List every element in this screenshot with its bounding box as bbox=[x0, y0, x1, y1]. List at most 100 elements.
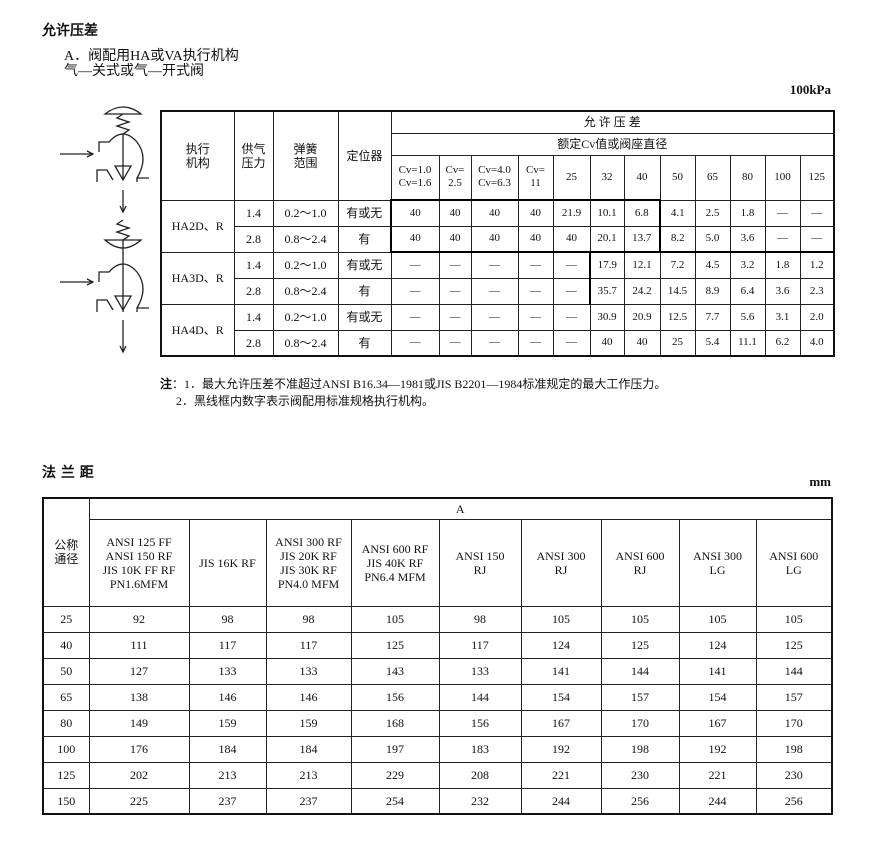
pressure-value: 14.5 bbox=[659, 277, 696, 305]
pressure-value: 20.1 bbox=[589, 225, 625, 253]
pressure-value: 5.6 bbox=[729, 303, 766, 331]
pressure-value: 5.0 bbox=[694, 225, 731, 253]
flange-distance-value: 138 bbox=[88, 683, 190, 711]
header-spring-range: 弹簧 范围 bbox=[272, 110, 339, 201]
table-row: 2.8 0.8～2.4 有 40 40 40 40 40 20.1 13.7 8.2 5.0 3.6— — bbox=[161, 225, 835, 253]
flange-distance-value: 256 bbox=[600, 787, 680, 815]
nominal-size: 40 bbox=[42, 631, 90, 659]
header-flange-standard: JIS 16K RF bbox=[188, 518, 267, 607]
pressure-value: — bbox=[390, 251, 440, 279]
pressure-value: — bbox=[517, 277, 554, 305]
flange-distance-value: 117 bbox=[188, 631, 267, 659]
notes: 注：1．最大允许压差不准超过ANSI B16.34—1981或JIS B2201… bbox=[160, 377, 667, 408]
pressure-value: 10.1 bbox=[589, 199, 625, 227]
notes-label: 注 bbox=[160, 377, 173, 391]
flange-distance-value: 225 bbox=[88, 787, 190, 815]
table-row: 100 176 184 184 197 183 192 198 192 198 bbox=[42, 735, 833, 763]
flange-distance-value: 125 bbox=[755, 631, 833, 659]
flange-distance-value: 144 bbox=[438, 683, 522, 711]
pressure-value: 30.9 bbox=[589, 303, 625, 331]
nominal-size: 65 bbox=[42, 683, 90, 711]
header-cv-column: 40 bbox=[623, 154, 661, 201]
header-actuator: 执行 机构 bbox=[160, 110, 235, 201]
table-row: 执行 机构 供气 压力 弹簧 范围 定位器允 许 压 差 bbox=[160, 110, 835, 201]
air-to-open-valve-icon bbox=[60, 219, 149, 354]
header-cv-column: 100 bbox=[764, 154, 801, 201]
flange-distance-value: 146 bbox=[188, 683, 267, 711]
flange-distance-value: 117 bbox=[438, 631, 522, 659]
flange-distance-value: 157 bbox=[755, 683, 833, 711]
header-flange-standard: ANSI 600 RF JIS 40K RF PN6.4 MFM bbox=[350, 518, 440, 607]
supply-pressure: 1.4 bbox=[233, 251, 274, 279]
flange-distance-value: 133 bbox=[265, 657, 352, 685]
pressure-value: 40 bbox=[552, 225, 591, 253]
pressure-value: 40 bbox=[517, 225, 554, 253]
supply-pressure: 2.8 bbox=[233, 277, 274, 305]
table-row: 50 127 133 133 143 133 141 144 141 144 bbox=[42, 657, 833, 685]
table-row: 125 202 213 213 229 208 221 230 221 230 bbox=[42, 761, 833, 789]
table-row: 65 138 146 146 156 144 154 157 154 157 bbox=[42, 683, 833, 711]
actuator-model: HA3D、R bbox=[160, 251, 235, 305]
flange-distance-value: 98 bbox=[265, 605, 352, 633]
table-row: Cv=1.0 Cv=1.6 Cv= 2.5 Cv=4.0 Cv=6.3 Cv= 11 2… bbox=[161, 154, 835, 201]
flange-distance-value: 244 bbox=[520, 787, 602, 815]
pressure-value: 21.9 bbox=[552, 199, 591, 227]
pressure-value: 3.6 bbox=[729, 225, 766, 253]
pressure-value: 2.3 bbox=[799, 277, 835, 305]
pressure-value: — bbox=[470, 277, 519, 305]
spring-range: 0.8～2.4 bbox=[272, 277, 339, 305]
flange-distance-value: 98 bbox=[188, 605, 267, 633]
table-row: 2.8 0.8～2.4 有 — — — — —35.7 24.2 14.5 8.9 6.4 3.6 2.3 bbox=[161, 277, 835, 305]
pressure-value: 40 bbox=[438, 199, 472, 227]
table-row: 2.8 0.8～2.4 有 — — — — —40 40 25 5.4 11.1 6.2 4.0 bbox=[161, 329, 835, 357]
flange-distance-value: 256 bbox=[755, 787, 833, 815]
table-row: 公称 通径 A bbox=[42, 497, 833, 607]
pressure-value: 6.4 bbox=[729, 277, 766, 305]
flange-distance-value: 92 bbox=[88, 605, 190, 633]
pressure-value: 40 bbox=[623, 329, 661, 357]
header-positioner: 定位器 bbox=[337, 110, 392, 201]
flange-distance-value: 154 bbox=[520, 683, 602, 711]
flange-distance-value: 141 bbox=[520, 657, 602, 685]
pressure-value: 3.1 bbox=[764, 303, 801, 331]
header-rated-cv: 额定Cv值或阀座直径 bbox=[390, 132, 835, 156]
header-supply-pressure: 供气 压力 bbox=[233, 110, 274, 201]
pressure-value: 8.2 bbox=[659, 225, 696, 253]
pressure-value: — bbox=[438, 277, 472, 305]
pressure-value: 4.0 bbox=[799, 329, 835, 357]
section-title-flange-distance: 法 兰 距 bbox=[42, 465, 94, 481]
nominal-size: 100 bbox=[42, 735, 90, 763]
flange-distance-value: 144 bbox=[755, 657, 833, 685]
flange-distance-value: 229 bbox=[350, 761, 440, 789]
pressure-value: — bbox=[470, 251, 519, 279]
positioner: 有或无 bbox=[337, 303, 392, 331]
allowable-pressure-table: 执行 机构 供气 压力 弹簧 范围 定位器允 许 压 差额定Cv值或阀座直径 Cv=1.… bbox=[160, 110, 835, 357]
supply-pressure: 1.4 bbox=[233, 199, 274, 227]
flange-distance-value: 170 bbox=[600, 709, 680, 737]
flange-distance-value: 184 bbox=[188, 735, 267, 763]
table-row: HA4D、R 1.4 0.2～1.0 有或无 — — — — —30.9 20.9 12.5 7.7 5… bbox=[160, 303, 835, 357]
flange-distance-value: 254 bbox=[350, 787, 440, 815]
pressure-value: — bbox=[764, 225, 801, 253]
pressure-value: 5.4 bbox=[694, 329, 731, 357]
nominal-size: 150 bbox=[42, 787, 90, 815]
pressure-value: 13.7 bbox=[623, 225, 661, 253]
spring-range: 0.2～1.0 bbox=[272, 303, 339, 331]
flange-distance-value: 184 bbox=[265, 735, 352, 763]
positioner: 有 bbox=[337, 277, 392, 305]
pressure-value: 35.7 bbox=[589, 277, 625, 305]
pressure-value: — bbox=[438, 329, 472, 357]
unit-label-mm: mm bbox=[809, 474, 831, 489]
flange-distance-value: 111 bbox=[88, 631, 190, 659]
pressure-value: 40 bbox=[390, 225, 440, 253]
header-flange-standard: ANSI 600 RJ bbox=[600, 518, 680, 607]
flange-distance-value: 159 bbox=[265, 709, 352, 737]
header-flange-standard: ANSI 300 RJ bbox=[520, 518, 602, 607]
flange-distance-value: 105 bbox=[520, 605, 602, 633]
supply-pressure: 2.8 bbox=[233, 329, 274, 357]
pressure-value: 7.7 bbox=[694, 303, 731, 331]
pressure-value: — bbox=[517, 329, 554, 357]
pressure-value: — bbox=[470, 303, 519, 331]
table-row: HA3D、R 1.4 0.2～1.0 有或无 — — — — —17.9 12.1 7.2 4.5 3.… bbox=[160, 251, 835, 305]
header-flange-standard: ANSI 300 RF JIS 20K RF JIS 30K RF PN4.0 … bbox=[265, 518, 352, 607]
